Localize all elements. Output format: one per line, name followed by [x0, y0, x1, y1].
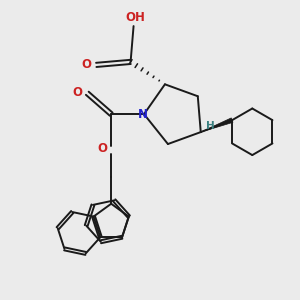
Text: OH: OH [125, 11, 145, 24]
Polygon shape [201, 118, 233, 132]
Text: H: H [206, 121, 215, 130]
Text: N: N [137, 108, 148, 121]
Text: O: O [82, 58, 92, 71]
Text: O: O [73, 86, 83, 99]
Text: O: O [97, 142, 107, 155]
